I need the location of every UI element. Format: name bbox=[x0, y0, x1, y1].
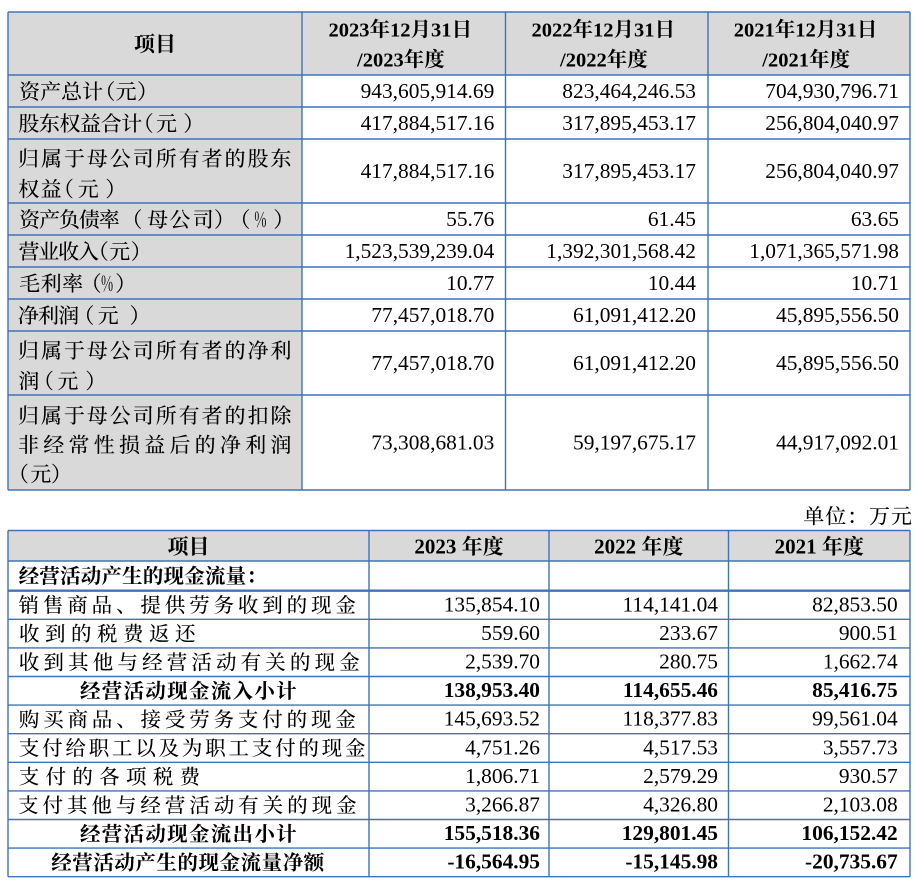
svg-text:82,853.50: 82,853.50 bbox=[812, 592, 898, 616]
svg-text:118,377.83: 118,377.83 bbox=[623, 707, 718, 731]
svg-text:44,917,092.01: 44,917,092.01 bbox=[776, 431, 899, 455]
svg-text:73,308,681.03: 73,308,681.03 bbox=[371, 431, 494, 455]
svg-text:61,091,412.20: 61,091,412.20 bbox=[573, 351, 696, 375]
svg-text:85,416.75: 85,416.75 bbox=[812, 678, 898, 702]
svg-text:317,895,453.17: 317,895,453.17 bbox=[562, 111, 696, 135]
svg-text:280.75: 280.75 bbox=[659, 650, 718, 674]
svg-text:2022: 2022 bbox=[532, 19, 573, 41]
svg-text:10.44: 10.44 bbox=[648, 271, 696, 295]
svg-text:114,655.46: 114,655.46 bbox=[623, 678, 718, 702]
svg-text:77,457,018.70: 77,457,018.70 bbox=[371, 351, 494, 375]
svg-text:417,884,517.16: 417,884,517.16 bbox=[361, 159, 495, 183]
svg-text:63.65: 63.65 bbox=[851, 207, 899, 231]
svg-text:106,152.42: 106,152.42 bbox=[801, 821, 897, 845]
svg-text:129,801.45: 129,801.45 bbox=[622, 821, 718, 845]
svg-text:930.57: 930.57 bbox=[839, 764, 898, 788]
svg-text:145,693.52: 145,693.52 bbox=[444, 707, 540, 731]
svg-text:3,557.73: 3,557.73 bbox=[823, 735, 898, 759]
svg-text:55.76: 55.76 bbox=[446, 207, 494, 231]
svg-text:900.51: 900.51 bbox=[839, 621, 898, 645]
svg-text:61.45: 61.45 bbox=[648, 207, 696, 231]
svg-text:-16,564.95: -16,564.95 bbox=[447, 850, 540, 874]
svg-text:4,326.80: 4,326.80 bbox=[643, 793, 718, 817]
svg-text:2023: 2023 bbox=[414, 534, 456, 558]
svg-text:2,103.08: 2,103.08 bbox=[823, 793, 898, 817]
svg-text:2021: 2021 bbox=[775, 534, 817, 558]
svg-text:/2022: /2022 bbox=[559, 49, 607, 71]
svg-text:2023: 2023 bbox=[329, 19, 370, 41]
svg-text:12: 12 bbox=[593, 19, 614, 41]
svg-text:61,091,412.20: 61,091,412.20 bbox=[573, 303, 696, 327]
svg-text:59,197,675.17: 59,197,675.17 bbox=[573, 431, 696, 455]
svg-text:943,605,914.69: 943,605,914.69 bbox=[361, 79, 495, 103]
svg-text:256,804,040.97: 256,804,040.97 bbox=[765, 159, 899, 183]
svg-text:155,518.36: 155,518.36 bbox=[444, 821, 541, 845]
svg-text:10.77: 10.77 bbox=[446, 271, 494, 295]
svg-text:45,895,556.50: 45,895,556.50 bbox=[776, 351, 899, 375]
svg-text:1,806.71: 1,806.71 bbox=[465, 764, 540, 788]
svg-text:45,895,556.50: 45,895,556.50 bbox=[776, 303, 899, 327]
svg-text:10.71: 10.71 bbox=[851, 271, 899, 295]
svg-text:/2023: /2023 bbox=[356, 49, 404, 71]
svg-text:31: 31 bbox=[431, 19, 452, 41]
svg-text:31: 31 bbox=[836, 19, 857, 41]
svg-text:-15,145.98: -15,145.98 bbox=[625, 850, 718, 874]
svg-text:2022: 2022 bbox=[594, 534, 636, 558]
svg-text:138,953.40: 138,953.40 bbox=[444, 678, 540, 702]
svg-text:99,561.04: 99,561.04 bbox=[812, 707, 898, 731]
svg-text:1,392,301,568.42: 1,392,301,568.42 bbox=[546, 239, 696, 263]
svg-text:1,662.74: 1,662.74 bbox=[823, 650, 898, 674]
svg-text:233.67: 233.67 bbox=[659, 621, 718, 645]
svg-text:704,930,796.71: 704,930,796.71 bbox=[765, 79, 899, 103]
svg-text:2,579.29: 2,579.29 bbox=[643, 764, 718, 788]
svg-text:-20,735.67: -20,735.67 bbox=[805, 850, 898, 874]
svg-text:114,141.04: 114,141.04 bbox=[623, 592, 719, 616]
svg-text:4,517.53: 4,517.53 bbox=[643, 735, 718, 759]
svg-text:559.60: 559.60 bbox=[481, 621, 540, 645]
svg-text:12: 12 bbox=[795, 19, 816, 41]
svg-text:12: 12 bbox=[390, 19, 411, 41]
svg-text:823,464,246.53: 823,464,246.53 bbox=[562, 79, 696, 103]
svg-text:417,884,517.16: 417,884,517.16 bbox=[361, 111, 495, 135]
svg-text:4,751.26: 4,751.26 bbox=[465, 735, 540, 759]
svg-text:1,071,365,571.98: 1,071,365,571.98 bbox=[749, 239, 899, 263]
svg-text:317,895,453.17: 317,895,453.17 bbox=[562, 159, 696, 183]
svg-text:2021: 2021 bbox=[734, 19, 775, 41]
svg-text:77,457,018.70: 77,457,018.70 bbox=[371, 303, 494, 327]
svg-text:/2021: /2021 bbox=[761, 49, 809, 71]
svg-text:3,266.87: 3,266.87 bbox=[465, 793, 540, 817]
svg-text:256,804,040.97: 256,804,040.97 bbox=[765, 111, 899, 135]
svg-text:31: 31 bbox=[634, 19, 655, 41]
svg-text:135,854.10: 135,854.10 bbox=[444, 592, 540, 616]
svg-text:2,539.70: 2,539.70 bbox=[465, 650, 540, 674]
svg-text:1,523,539,239.04: 1,523,539,239.04 bbox=[345, 239, 495, 263]
